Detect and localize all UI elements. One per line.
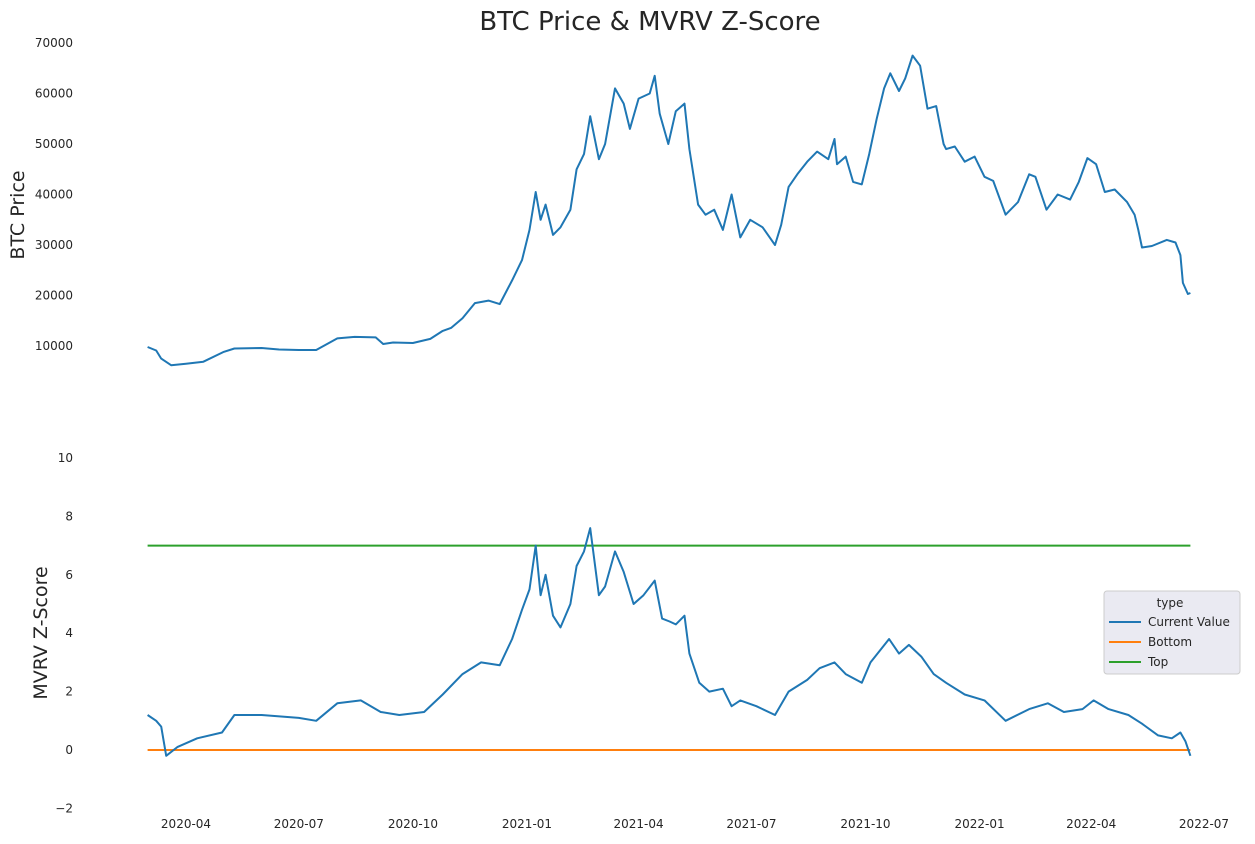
legend-label-current-value: Current Value <box>1148 615 1230 629</box>
price-y-axis-label: BTC Price <box>7 170 29 259</box>
x-tick-label: 2021-01 <box>502 817 552 831</box>
price-y-tick-label: 20000 <box>35 289 73 303</box>
x-tick-label: 2022-01 <box>954 817 1004 831</box>
price-y-tick-label: 30000 <box>35 238 73 252</box>
legend-box <box>1103 590 1241 675</box>
mvrv-y-tick-label: 8 <box>65 509 73 523</box>
x-tick-label: 2020-04 <box>161 817 211 831</box>
x-tick-label: 2021-04 <box>614 817 664 831</box>
legend: type Current Value Bottom Top <box>1103 590 1241 675</box>
mvrv-plot <box>147 527 1192 757</box>
price-y-tick-label: 50000 <box>35 137 73 151</box>
x-tick-label: 2021-07 <box>726 817 776 831</box>
mvrv-y-ticks: −2 0 2 4 6 8 10 <box>55 451 73 815</box>
x-tick-label: 2022-07 <box>1179 817 1229 831</box>
x-tick-label: 2020-10 <box>388 817 438 831</box>
mvrv-y-tick-label: 6 <box>65 568 73 582</box>
mvrv-y-tick-label: 0 <box>65 743 73 757</box>
legend-label-bottom: Bottom <box>1148 635 1192 649</box>
mvrv-y-tick-label: −2 <box>55 801 73 815</box>
price-y-ticks: 10000 20000 30000 40000 50000 60000 70000 <box>35 36 73 353</box>
mvrv-y-axis-label: MVRV Z-Score <box>30 566 52 699</box>
mvrv-y-tick-label: 2 <box>65 685 73 699</box>
mvrv-y-tick-label: 4 <box>65 626 73 640</box>
price-plot <box>147 54 1191 367</box>
mvrv-x-ticks: 2020-04 2020-07 2020-10 2021-01 2021-04 2021-… <box>161 817 1229 831</box>
legend-title: type <box>1157 596 1184 610</box>
price-y-tick-label: 60000 <box>35 87 73 101</box>
chart-title: BTC Price & MVRV Z-Score <box>479 7 820 37</box>
price-y-tick-label: 70000 <box>35 36 73 50</box>
x-tick-label: 2020-07 <box>274 817 324 831</box>
btc-price-line <box>147 54 1191 367</box>
price-y-tick-label: 40000 <box>35 188 73 202</box>
price-y-tick-label: 10000 <box>35 339 73 353</box>
mvrv-y-tick-label: 10 <box>58 451 73 465</box>
x-tick-label: 2021-10 <box>840 817 890 831</box>
current-value-line <box>147 527 1192 757</box>
x-tick-label: 2022-04 <box>1066 817 1116 831</box>
legend-label-top: Top <box>1147 655 1168 669</box>
